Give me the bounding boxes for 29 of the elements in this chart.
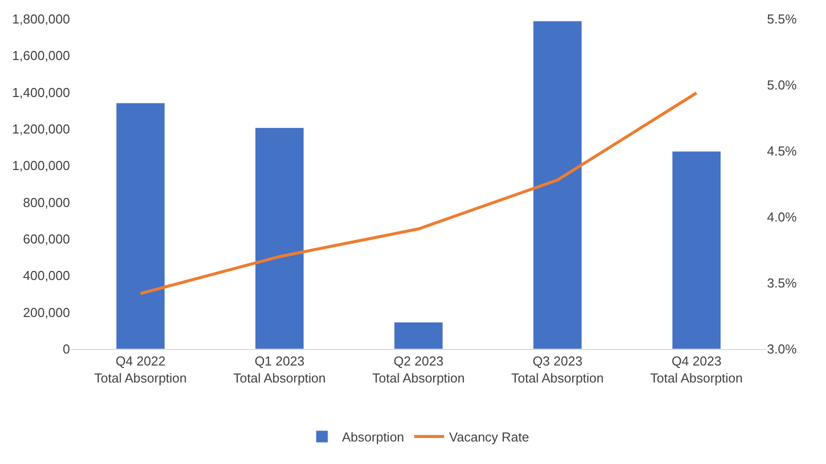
- bar: [532, 20, 582, 349]
- y2-tick-label: 3.0%: [767, 342, 798, 357]
- legend-label: Absorption: [342, 430, 404, 445]
- y-tick-label: 200,000: [23, 304, 70, 320]
- y-tick-label: 1,000,000: [12, 158, 70, 174]
- y-tick-label: 0: [62, 342, 70, 357]
- y-tick-label: 400,000: [23, 268, 70, 284]
- y-tick-label: 1,800,000: [12, 12, 70, 27]
- y2-tick-label: 3.5%: [767, 276, 798, 291]
- x-tick-label: Q4 2022 Total Absorption: [94, 354, 187, 386]
- y-tick-label: 1,600,000: [12, 48, 70, 64]
- x-tick-label: Q1 2023 Total Absorption: [233, 354, 326, 386]
- line-series: [139, 91, 698, 296]
- x-tick-label: Q2 2023 Total Absorption: [372, 354, 465, 386]
- bar: [254, 127, 304, 349]
- y-tick-label: 800,000: [23, 194, 70, 210]
- bar: [116, 102, 166, 349]
- bar: [394, 322, 444, 349]
- y2-tick-label: 4.5%: [767, 144, 798, 159]
- y2-tick-label: 4.0%: [767, 210, 798, 225]
- y-tick-label: 1,200,000: [12, 122, 70, 137]
- legend-label: Vacancy Rate: [449, 430, 530, 445]
- y2-tick-label: 5.5%: [767, 12, 798, 27]
- x-tick-label: Q3 2023 Total Absorption: [511, 354, 604, 386]
- y-tick-label: 1,400,000: [12, 84, 70, 100]
- y2-tick-label: 5.0%: [767, 78, 798, 93]
- bar: [672, 151, 722, 349]
- y-tick-label: 600,000: [23, 232, 70, 247]
- x-tick-label: Q4 2023 Total Absorption: [650, 354, 743, 386]
